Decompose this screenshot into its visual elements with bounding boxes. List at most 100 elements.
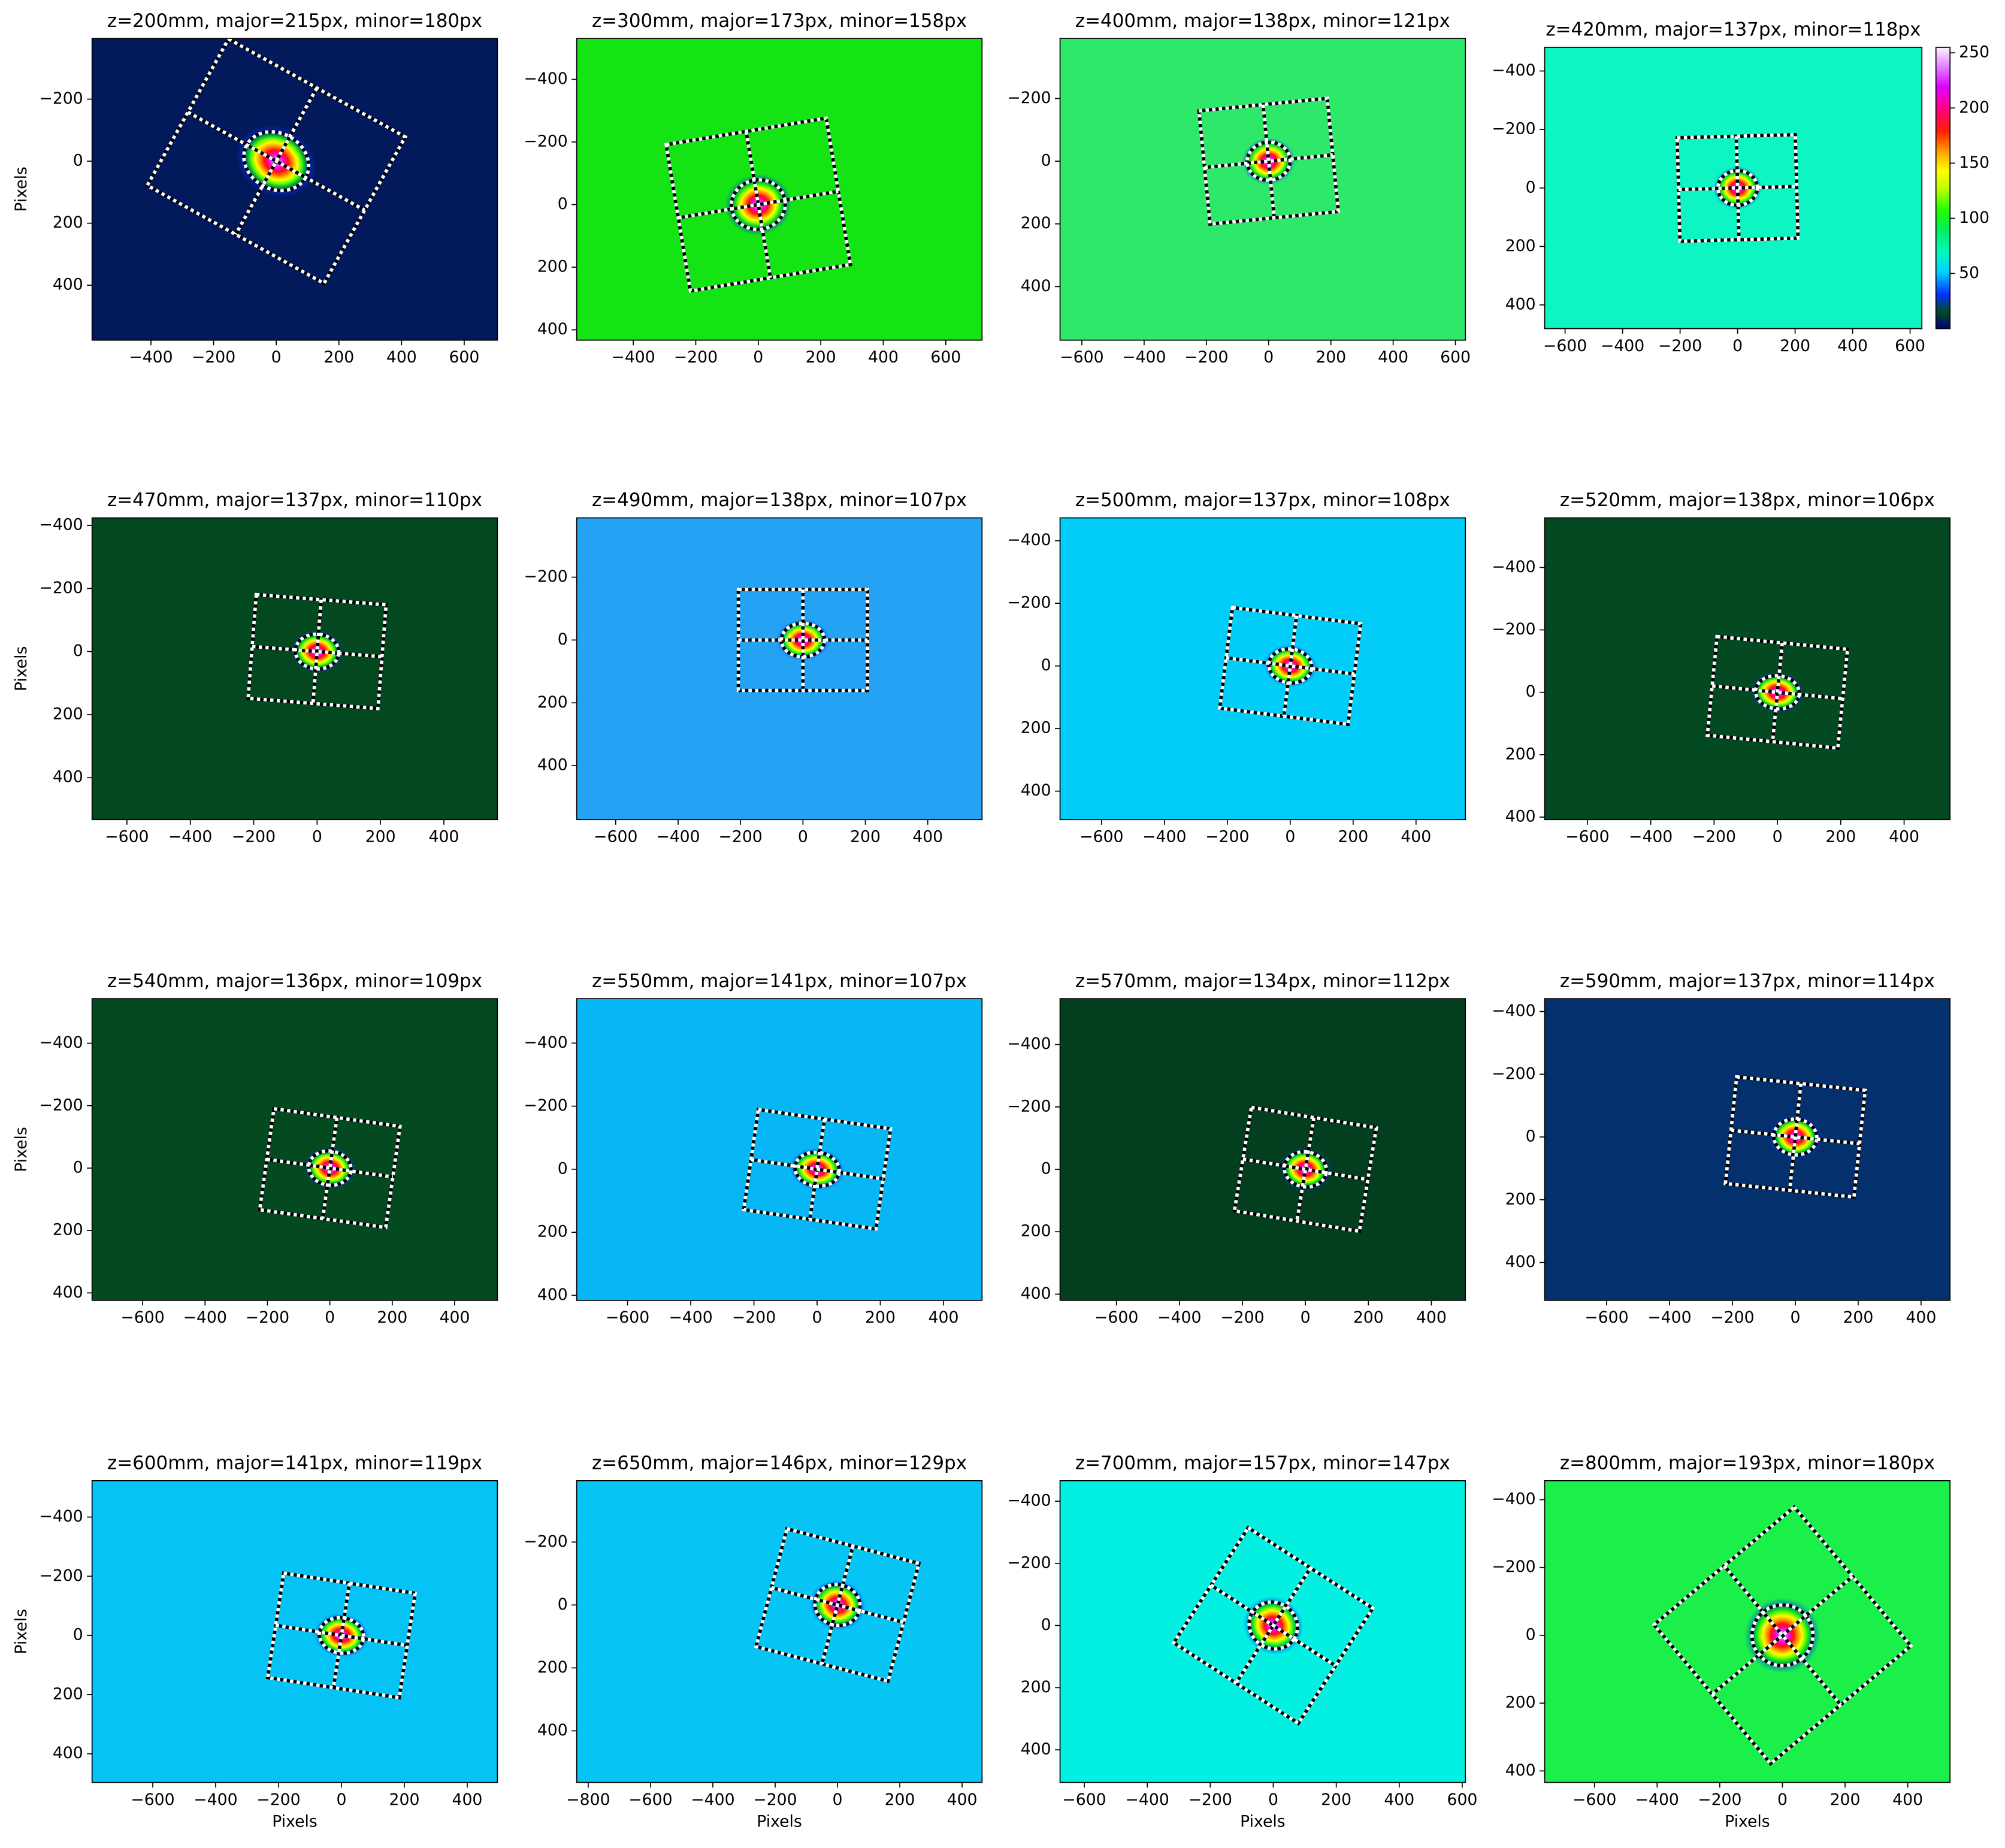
beam-box bbox=[1716, 169, 1759, 207]
x-tick-label: 400 bbox=[947, 1790, 978, 1809]
panel-title: z=800mm, major=193px, minor=180px bbox=[1560, 1453, 1935, 1474]
beam-box bbox=[1245, 140, 1292, 182]
y-tick-label: 200 bbox=[1021, 719, 1051, 737]
x-tick-label: 400 bbox=[912, 828, 943, 846]
beam-box bbox=[1242, 1157, 1368, 1181]
y-tick-label: 200 bbox=[537, 1658, 568, 1677]
x-tick-label: −400 bbox=[1122, 348, 1166, 367]
x-tick-label: −600 bbox=[131, 1790, 174, 1809]
colorbar-tick-label: 200 bbox=[1959, 98, 1989, 117]
beam-box bbox=[1788, 1083, 1803, 1191]
x-axis-label: Pixels bbox=[1725, 1812, 1770, 1831]
x-tick-label: −600 bbox=[1062, 1790, 1106, 1809]
image-content bbox=[258, 1106, 402, 1230]
y-tick-label: −400 bbox=[39, 1033, 83, 1052]
y-tick-label: 0 bbox=[1526, 1127, 1536, 1146]
x-tick-label: −200 bbox=[192, 348, 235, 367]
x-tick-label: 200 bbox=[1830, 1790, 1861, 1809]
x-tick-label: 0 bbox=[1790, 1308, 1800, 1327]
image-content bbox=[1232, 1105, 1378, 1233]
x-tick-label: 200 bbox=[1843, 1308, 1873, 1327]
x-tick-label: 0 bbox=[753, 348, 763, 367]
beam-box bbox=[1235, 1567, 1312, 1684]
y-tick-label: −200 bbox=[1492, 1557, 1535, 1576]
axes-frame bbox=[91, 517, 498, 821]
x-tick-label: −600 bbox=[1094, 1308, 1138, 1327]
beam bbox=[258, 1106, 402, 1230]
y-tick-label: −200 bbox=[39, 1566, 83, 1585]
beam-box bbox=[311, 599, 323, 704]
x-tick-label: 600 bbox=[930, 348, 961, 367]
x-tick-label: 200 bbox=[365, 828, 396, 846]
x-tick-label: −200 bbox=[1205, 828, 1249, 846]
image-content bbox=[1197, 96, 1341, 226]
y-tick-label: 400 bbox=[537, 320, 568, 338]
x-tick-label: 400 bbox=[868, 348, 899, 367]
beam-box bbox=[265, 1571, 418, 1700]
x-tick-label: 0 bbox=[1263, 348, 1274, 367]
y-tick-label: −400 bbox=[39, 516, 83, 534]
x-tick-label: −600 bbox=[1584, 1308, 1628, 1327]
image-content bbox=[742, 1108, 893, 1231]
beam-box bbox=[751, 1158, 884, 1181]
beam bbox=[1723, 1075, 1867, 1199]
y-tick-label: 0 bbox=[558, 1595, 568, 1614]
x-tick-label: 200 bbox=[850, 828, 881, 846]
x-tick-label: −400 bbox=[129, 348, 173, 367]
image-content bbox=[265, 1571, 418, 1700]
x-tick-label: −200 bbox=[1189, 1790, 1232, 1809]
x-tick-label: −600 bbox=[606, 1308, 649, 1327]
y-tick-label: −400 bbox=[1492, 558, 1535, 576]
y-tick-label: 200 bbox=[1021, 1678, 1051, 1696]
x-tick-label: −400 bbox=[1601, 337, 1644, 355]
x-tick-label: −600 bbox=[105, 828, 149, 846]
x-tick-label: −400 bbox=[193, 1790, 237, 1809]
x-tick-label: 400 bbox=[1906, 1308, 1936, 1327]
x-tick-label: −400 bbox=[1157, 1308, 1201, 1327]
image-content bbox=[1171, 1525, 1375, 1726]
x-tick-label: 0 bbox=[833, 1790, 843, 1809]
y-tick-label: 200 bbox=[53, 1684, 83, 1703]
y-tick-label: 0 bbox=[73, 642, 83, 660]
y-tick-label: 400 bbox=[1505, 1761, 1536, 1780]
panel: z=570mm, major=134px, minor=112px −600 −40… bbox=[1007, 970, 1466, 1327]
axes-frame bbox=[576, 1480, 983, 1783]
panel-title: z=570mm, major=134px, minor=112px bbox=[1075, 970, 1450, 992]
x-tick-label: 600 bbox=[1895, 337, 1925, 355]
y-tick-label: 0 bbox=[1526, 682, 1536, 701]
x-tick-label: 600 bbox=[1447, 1790, 1477, 1809]
beam-box bbox=[1226, 656, 1355, 676]
y-tick-label: −200 bbox=[1007, 89, 1051, 107]
x-tick-label: 200 bbox=[1780, 337, 1810, 355]
y-tick-label: 200 bbox=[1505, 1693, 1536, 1712]
x-tick-label: 200 bbox=[1353, 1308, 1384, 1327]
image-content bbox=[754, 1526, 921, 1683]
beam-box bbox=[1731, 1128, 1860, 1146]
x-tick-label: −400 bbox=[1629, 828, 1673, 846]
y-tick-label: 0 bbox=[558, 1159, 568, 1178]
beam bbox=[1232, 1105, 1378, 1233]
x-axis-label: Pixels bbox=[1240, 1812, 1286, 1831]
panel: z=500mm, major=137px, minor=108px −600 −40… bbox=[1007, 489, 1466, 846]
y-tick-label: 0 bbox=[1041, 1616, 1051, 1634]
x-tick-label: 0 bbox=[336, 1790, 346, 1809]
beam bbox=[1171, 1525, 1375, 1726]
panel-title: z=500mm, major=137px, minor=108px bbox=[1075, 489, 1450, 511]
panel: z=400mm, major=138px, minor=121px −600 −40… bbox=[1007, 10, 1471, 367]
y-tick-label: 200 bbox=[53, 1221, 83, 1239]
x-tick-label: −600 bbox=[1572, 1790, 1616, 1809]
panel-title: z=700mm, major=157px, minor=147px bbox=[1075, 1453, 1450, 1474]
axes-frame bbox=[1544, 1480, 1951, 1783]
y-tick-label: −400 bbox=[39, 1507, 83, 1526]
beam-box bbox=[1652, 1504, 1913, 1767]
x-tick-label: 200 bbox=[323, 348, 354, 367]
y-tick-label: 400 bbox=[1505, 295, 1536, 314]
beam bbox=[246, 592, 388, 710]
x-tick-label: 0 bbox=[1268, 1790, 1278, 1809]
x-tick-label: 0 bbox=[1301, 1308, 1311, 1327]
x-tick-label: 400 bbox=[386, 348, 417, 367]
y-tick-label: 200 bbox=[1505, 1190, 1536, 1208]
y-tick-label: −200 bbox=[1007, 1097, 1051, 1115]
axes-frame bbox=[1544, 998, 1951, 1301]
y-tick-label: 400 bbox=[537, 1286, 568, 1304]
